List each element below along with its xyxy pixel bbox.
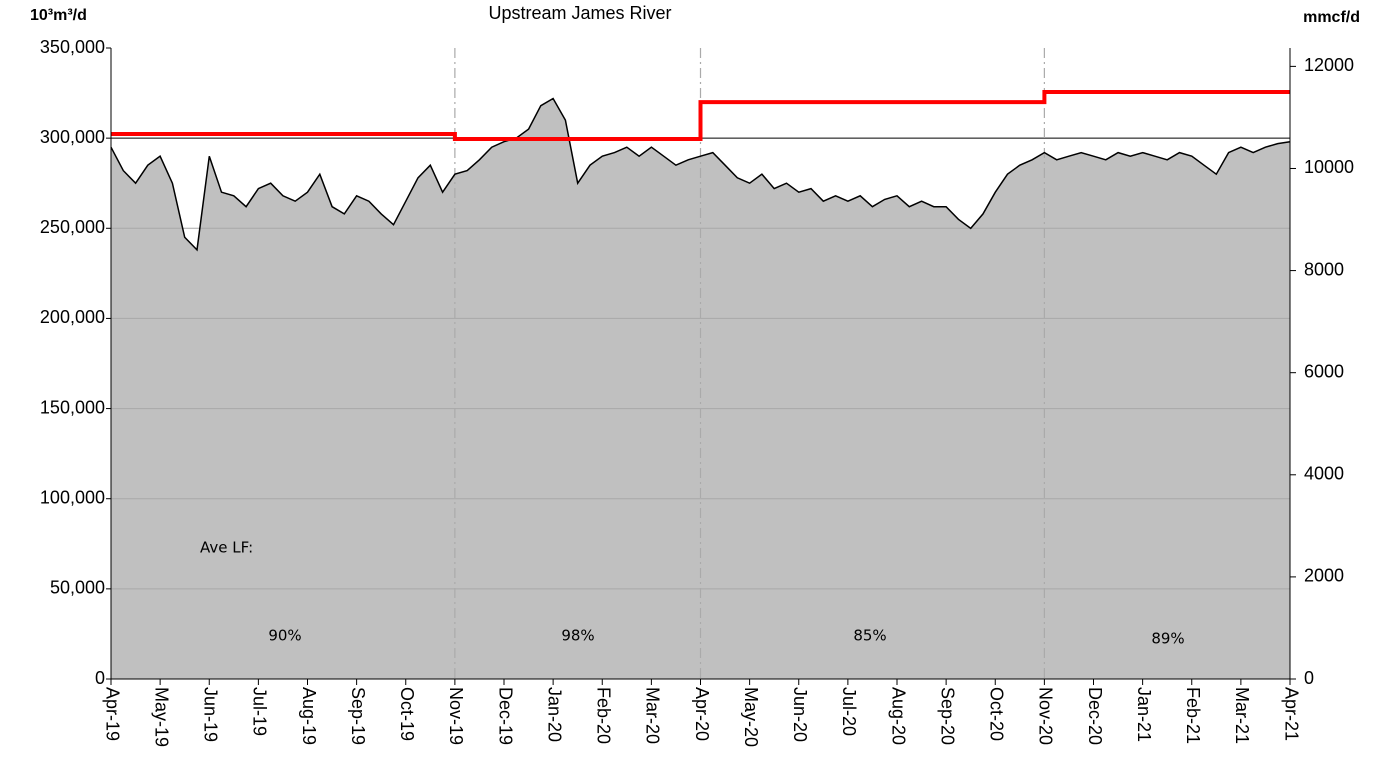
x-tick-label: Dec-20 <box>1085 687 1105 745</box>
y-tick-label: 200,000 <box>40 307 105 327</box>
x-tick-label: Mar-21 <box>1232 687 1252 744</box>
x-tick-label: Apr-21 <box>1281 687 1301 741</box>
x-tick-label: Mar-20 <box>643 687 663 744</box>
x-tick-label: May-20 <box>741 687 761 747</box>
annotation: 89% <box>1151 630 1184 648</box>
x-tick-label: Aug-19 <box>299 687 319 745</box>
y2-tick-label: 0 <box>1304 668 1314 688</box>
annotation: 85% <box>853 627 886 645</box>
x-tick-label: Apr-19 <box>102 687 122 741</box>
x-tick-label: Sep-20 <box>937 687 957 745</box>
y2-tick-label: 10000 <box>1304 157 1354 177</box>
x-tick-label: Feb-21 <box>1183 687 1203 744</box>
x-tick-label: Apr-20 <box>692 687 712 741</box>
x-tick-label: Dec-19 <box>495 687 515 745</box>
chart-title: Upstream James River <box>488 3 671 23</box>
x-tick-label: Oct-19 <box>397 687 417 741</box>
annotation: Ave LF: <box>200 539 253 557</box>
x-tick-label: Aug-20 <box>888 687 908 745</box>
y2-tick-label: 6000 <box>1304 361 1344 381</box>
y2-tick-label: 12000 <box>1304 55 1354 75</box>
x-tick-label: Jul-20 <box>839 687 859 736</box>
y-tick-label: 150,000 <box>40 397 105 417</box>
x-tick-label: Jan-21 <box>1134 687 1154 742</box>
annotation: 90% <box>268 627 301 645</box>
y-tick-label: 0 <box>95 668 105 688</box>
x-tick-label: Jun-20 <box>790 687 810 742</box>
y-tick-label: 250,000 <box>40 217 105 237</box>
x-tick-label: May-19 <box>151 687 171 747</box>
y-tick-label: 50,000 <box>50 578 105 598</box>
x-tick-label: Nov-19 <box>446 687 466 745</box>
y2-tick-label: 8000 <box>1304 259 1344 279</box>
y2-axis-label: mmcf/d <box>1303 9 1360 26</box>
annotation: 98% <box>561 627 594 645</box>
y2-tick-label: 4000 <box>1304 464 1344 484</box>
x-tick-label: Jun-19 <box>201 687 221 742</box>
y-tick-label: 100,000 <box>40 487 105 507</box>
x-tick-label: Feb-20 <box>594 687 614 744</box>
flow-line <box>110 97 1291 252</box>
x-tick-label: Oct-20 <box>987 687 1007 741</box>
x-tick-label: Jul-19 <box>250 687 270 736</box>
capacity-line <box>111 90 1290 141</box>
y-axis-label: 10³m³/d <box>30 7 87 24</box>
x-tick-label: Jan-20 <box>544 687 564 742</box>
y-tick-label: 350,000 <box>40 37 105 57</box>
y2-tick-label: 2000 <box>1304 566 1344 586</box>
x-tick-label: Sep-19 <box>348 687 368 745</box>
y-tick-label: 300,000 <box>40 127 105 147</box>
x-tick-label: Nov-20 <box>1036 687 1056 745</box>
